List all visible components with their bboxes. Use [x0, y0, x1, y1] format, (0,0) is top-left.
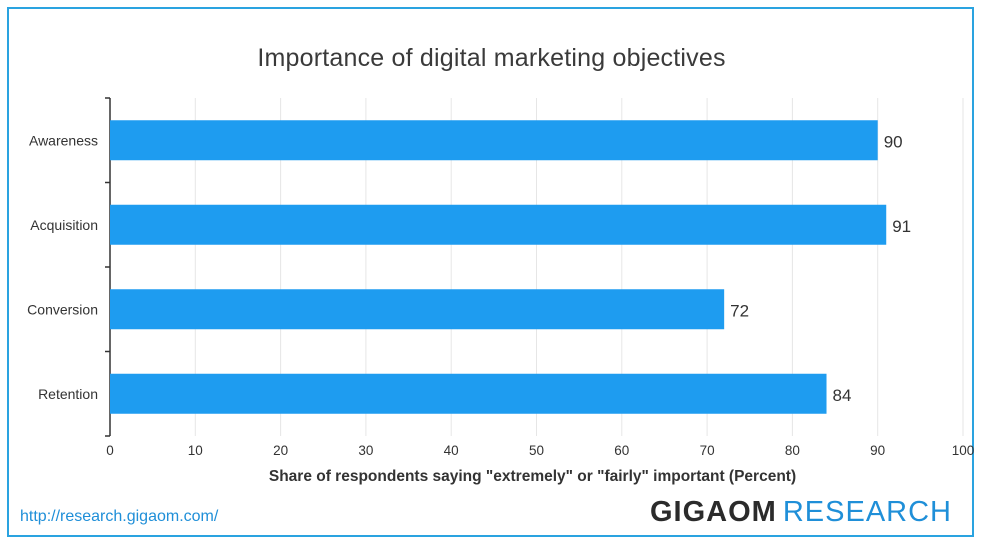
bar [110, 120, 878, 161]
chart-frame [7, 7, 974, 537]
x-tick-label: 20 [273, 443, 288, 458]
x-tick-label: 40 [444, 443, 459, 458]
x-tick-label: 0 [106, 443, 114, 458]
brand-name-strong: GIGAOM [650, 496, 777, 528]
data-label: 90 [884, 132, 903, 151]
x-tick-label: 90 [870, 443, 885, 458]
chart-title: Importance of digital marketing objectiv… [257, 44, 726, 72]
category-label: Conversion [27, 301, 98, 317]
data-label: 84 [833, 386, 852, 405]
x-tick-label: 100 [952, 443, 975, 458]
data-label: 91 [892, 217, 911, 236]
data-label: 72 [730, 301, 749, 320]
brand-logo: GIGAOM RESEARCH [650, 496, 952, 529]
brand-name-light: RESEARCH [782, 496, 952, 528]
x-tick-label: 50 [529, 443, 544, 458]
x-tick-label: 10 [188, 443, 203, 458]
bar [110, 289, 725, 330]
category-label: Awareness [29, 132, 98, 148]
bar [110, 373, 827, 414]
source-url[interactable]: http://research.gigaom.com/ [20, 508, 219, 525]
x-tick-label: 70 [700, 443, 715, 458]
category-label: Retention [38, 386, 98, 402]
category-label: Acquisition [30, 217, 98, 233]
x-tick-label: 80 [785, 443, 800, 458]
x-tick-label: 30 [358, 443, 373, 458]
x-tick-label: 60 [614, 443, 629, 458]
x-axis-label: Share of respondents saying "extremely" … [269, 468, 796, 485]
bar [110, 204, 887, 245]
